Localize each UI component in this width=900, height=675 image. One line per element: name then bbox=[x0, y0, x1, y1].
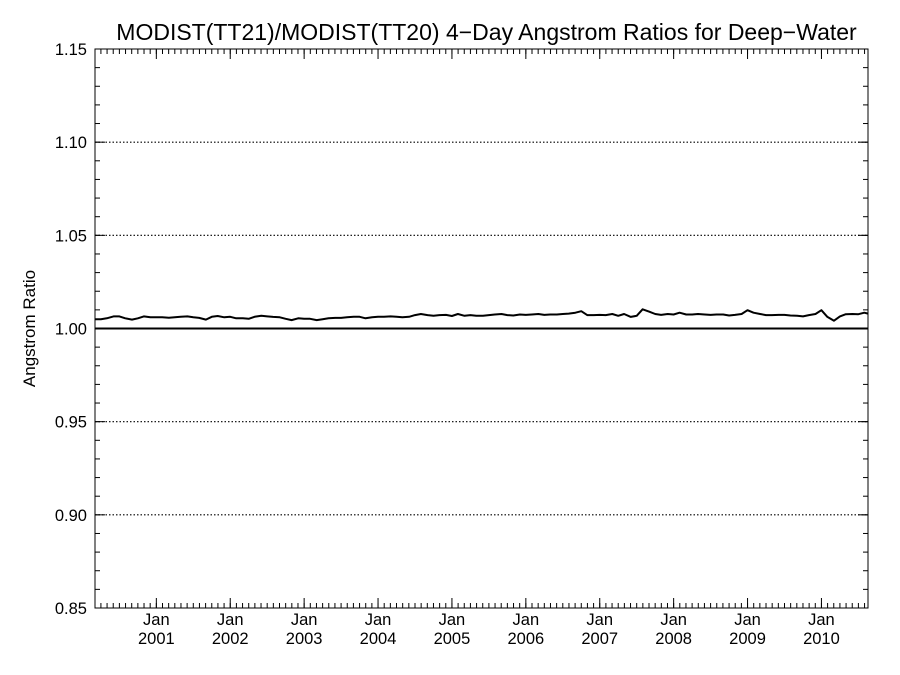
series-line bbox=[95, 308, 869, 322]
chart-title: MODIST(TT21)/MODIST(TT20) 4−Day Angstrom… bbox=[116, 19, 857, 45]
x-tick-label-month: Jan bbox=[291, 611, 318, 629]
gridlines bbox=[95, 141, 868, 516]
x-tick-label-month: Jan bbox=[439, 611, 466, 629]
y-axis-label: Angstrom Ratio bbox=[20, 270, 39, 387]
x-tick-label-month: Jan bbox=[660, 611, 687, 629]
x-tick-label-year: 2006 bbox=[507, 630, 544, 648]
x-tick-label-month: Jan bbox=[513, 611, 540, 629]
y-tick-labels: 0.85 0.90 0.95 1.00 1.05 1.10 1.15 bbox=[55, 41, 87, 618]
x-tick-label-year: 2002 bbox=[212, 630, 249, 648]
y-tick-label: 0.85 bbox=[55, 600, 87, 618]
x-tick-label-month: Jan bbox=[217, 611, 244, 629]
y-tick-label: 1.10 bbox=[55, 134, 87, 152]
x-tick-label-month: Jan bbox=[808, 611, 835, 629]
y-tick-label: 1.15 bbox=[55, 41, 87, 59]
axis-ticks bbox=[95, 48, 868, 609]
x-tick-label-year: 2009 bbox=[729, 630, 766, 648]
x-tick-labels: Jan2001Jan2002Jan2003Jan2004Jan2005Jan20… bbox=[138, 611, 840, 648]
x-tick-label-month: Jan bbox=[365, 611, 392, 629]
x-tick-label-year: 2003 bbox=[286, 630, 323, 648]
plot-frame bbox=[94, 48, 869, 609]
y-tick-label: 0.95 bbox=[55, 414, 87, 432]
x-tick-label-year: 2005 bbox=[434, 630, 471, 648]
x-tick-label-year: 2008 bbox=[655, 630, 692, 648]
x-tick-label-year: 2004 bbox=[360, 630, 397, 648]
y-tick-label: 1.05 bbox=[55, 227, 87, 245]
x-tick-label-year: 2010 bbox=[803, 630, 840, 648]
x-tick-label-month: Jan bbox=[143, 611, 170, 629]
y-tick-label: 0.90 bbox=[55, 507, 87, 525]
x-tick-label-month: Jan bbox=[586, 611, 613, 629]
x-tick-label-year: 2007 bbox=[581, 630, 618, 648]
y-tick-label: 1.00 bbox=[55, 321, 87, 339]
x-tick-label-year: 2001 bbox=[138, 630, 175, 648]
x-tick-label-month: Jan bbox=[734, 611, 761, 629]
